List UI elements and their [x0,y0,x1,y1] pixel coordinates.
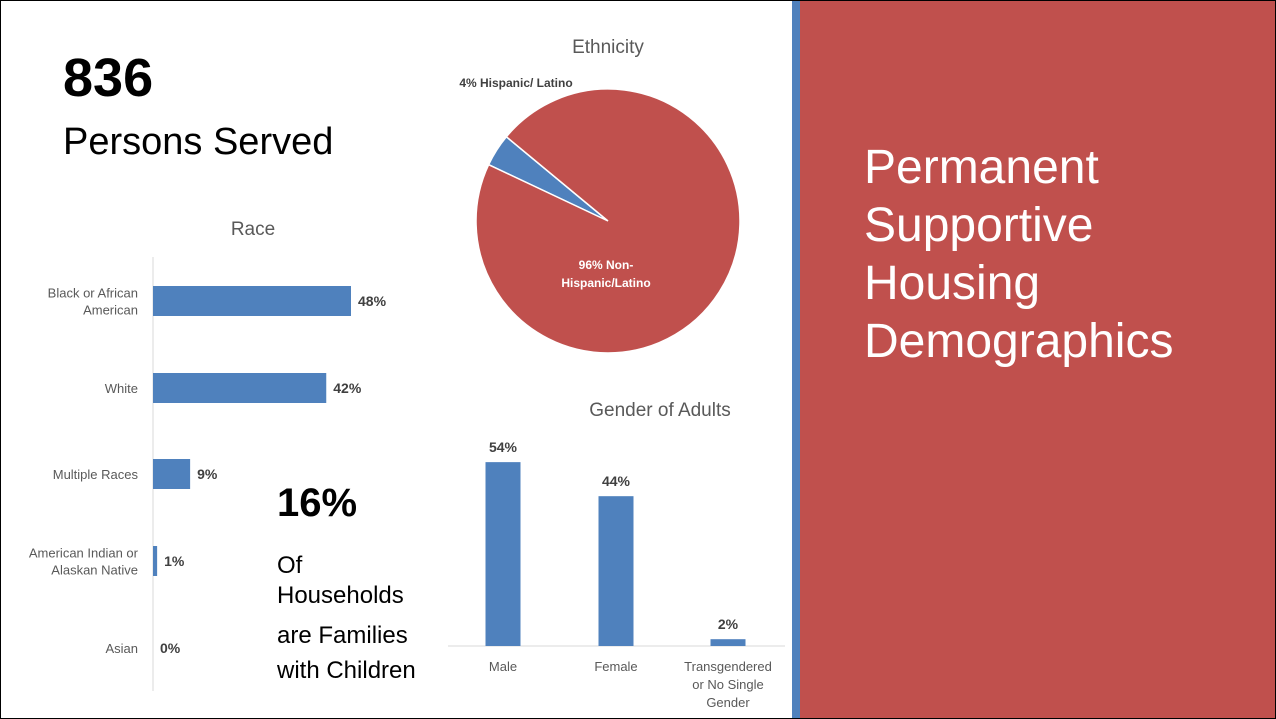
race-category-label: American [83,303,138,318]
slide-title-line-4: Demographics [864,315,1174,368]
title-panel: Permanent Supportive Housing Demographic… [800,1,1275,718]
race-data-label: 42% [333,380,362,396]
families-text-line-2: Households [277,582,404,609]
gender-data-label: 44% [602,473,631,489]
slide-title-line-2: Supportive [864,199,1094,252]
race-category-label: Multiple Races [53,467,139,482]
ethnicity-pie-label: 4% Hispanic/ Latino [459,76,572,90]
slide-title-line-3: Housing [864,257,1041,310]
families-percent: 16% [277,481,358,525]
ethnicity-pie-label: Hispanic/Latino [561,276,650,290]
left-content: 836 Persons Served Race 48% Black or Afric… [1,1,791,718]
gender-category-label: Male [489,659,517,674]
ethnicity-chart-title: Ethnicity [572,37,644,58]
panel-divider [792,1,800,718]
race-bar [153,546,158,576]
slide-title: Permanent Supportive Housing Demographic… [864,139,1264,371]
race-data-label: 0% [160,640,181,656]
families-text-line-1: Of [277,552,303,579]
gender-bar [598,496,634,646]
race-bar [153,373,327,403]
persons-served-count: 836 [63,48,154,108]
gender-category-label: or No Single [692,677,764,692]
race-data-label: 48% [358,293,387,309]
race-category-label: American Indian or [29,546,139,561]
slide-title-line-1: Permanent [864,141,1099,194]
race-chart-title: Race [231,219,275,240]
gender-bar [710,639,746,646]
race-bar [153,459,191,489]
race-category-label: Black or African [48,286,138,301]
families-text-line-3: are Families [277,622,408,649]
race-data-label: 1% [164,553,185,569]
race-category-label: White [105,381,138,396]
gender-category-label: Female [594,659,637,674]
gender-data-label: 2% [718,616,739,632]
race-category-label: Alaskan Native [51,563,138,578]
race-category-label: Asian [105,641,138,656]
gender-category-label: Transgendered [684,659,772,674]
gender-chart-title: Gender of Adults [589,400,731,421]
gender-data-label: 54% [489,439,518,455]
charts-canvas: Race 48% Black or African American 42% White 9… [29,37,785,710]
race-data-label: 9% [197,466,218,482]
race-bar [153,286,351,316]
ethnicity-pie-label: 96% Non- [579,258,634,272]
ethnicity-pie-slice [475,88,741,354]
persons-served-label: Persons Served [63,121,334,163]
gender-bar [485,462,521,646]
families-text-line-4: with Children [277,657,416,684]
gender-category-label: Gender [706,695,750,710]
